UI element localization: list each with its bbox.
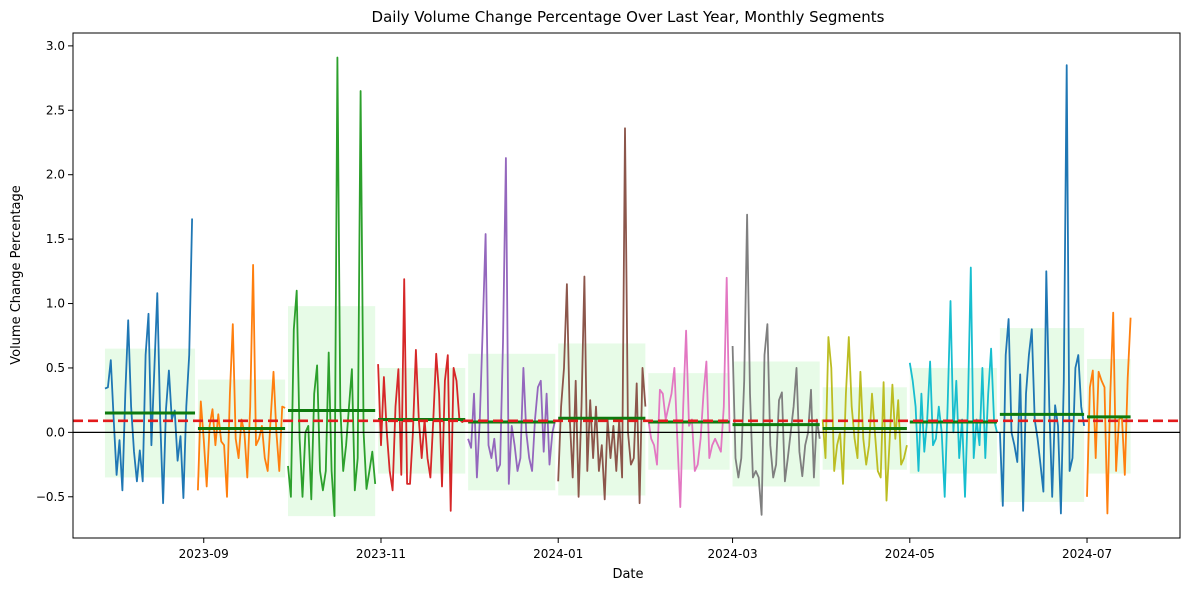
- y-tick-label-2: 0.5: [46, 361, 65, 375]
- plot-area: [73, 56, 1180, 517]
- y-tick-label-7: 3.0: [46, 39, 65, 53]
- series-line-4: [467, 157, 557, 485]
- y-tick-label-4: 1.5: [46, 232, 65, 246]
- y-axis-label: Volume Change Percentage: [9, 185, 24, 365]
- y-tick-label-3: 1.0: [46, 297, 65, 311]
- y-tick-label-1: 0.0: [46, 425, 65, 439]
- x-tick-label-1: 2023-11: [356, 547, 406, 561]
- series-line-10: [999, 64, 1085, 515]
- series-line-11: [1086, 311, 1132, 515]
- chart-title: Daily Volume Change Percentage Over Last…: [372, 8, 885, 26]
- series-line-5: [557, 127, 647, 505]
- series-line-7: [731, 213, 821, 516]
- y-tick-label-6: 2.5: [46, 103, 65, 117]
- x-tick-label-0: 2023-09: [179, 547, 229, 561]
- plot-content: [73, 56, 1180, 517]
- x-tick-label-3: 2024-03: [707, 547, 757, 561]
- x-axis-label: Date: [612, 567, 643, 582]
- x-axis: 2023-09 2023-11 2024-01 2024-03 2024-05 2024-…: [179, 538, 1112, 561]
- y-tick-label-5: 2.0: [46, 168, 65, 182]
- series-line-3: [377, 278, 466, 512]
- x-tick-label-5: 2024-07: [1062, 547, 1112, 561]
- series-line-2: [287, 56, 377, 517]
- series-line-8: [821, 336, 908, 502]
- x-tick-label-2: 2024-01: [533, 547, 583, 561]
- series-line-0: [104, 218, 193, 505]
- y-tick-label-0: −0.5: [36, 490, 65, 504]
- x-tick-label-4: 2024-05: [885, 547, 935, 561]
- plot-frame: [72, 32, 1181, 539]
- y-axis: −0.5 0.0 0.5 1.0 1.5 2.0 2.5 3.0: [36, 39, 73, 504]
- series-line-6: [647, 276, 731, 509]
